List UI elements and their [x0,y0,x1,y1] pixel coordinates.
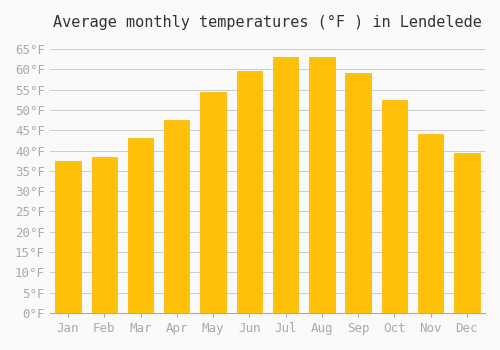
Bar [454,153,479,313]
Bar [346,74,371,313]
Bar [200,92,226,313]
Bar [273,57,298,313]
Bar [418,134,444,313]
Bar [309,57,334,313]
Bar [164,120,190,313]
Title: Average monthly temperatures (°F ) in Lendelede: Average monthly temperatures (°F ) in Le… [53,15,482,30]
Bar [382,100,407,313]
Bar [128,138,153,313]
Bar [92,157,117,313]
Bar [236,71,262,313]
Bar [56,161,80,313]
